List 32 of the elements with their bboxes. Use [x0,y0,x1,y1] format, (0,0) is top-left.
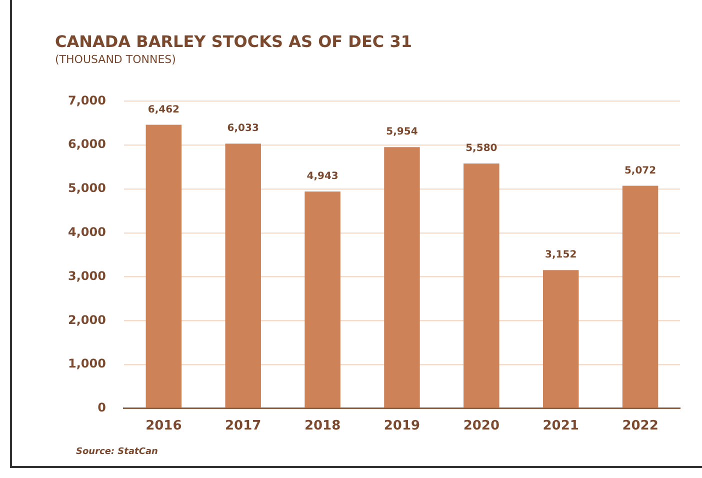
bar [622,186,658,408]
bar [225,144,261,408]
chart-title: CANADA BARLEY STOCKS AS OF DEC 31 [55,32,412,51]
y-tick-label: 3,000 [68,268,106,283]
y-tick-label: 2,000 [68,312,106,327]
bar [464,164,500,408]
data-label: 5,954 [386,126,418,138]
y-tick-label: 5,000 [68,181,106,196]
x-tick-label: 2021 [542,418,579,434]
y-tick-label: 0 [98,400,106,415]
bar [542,270,579,408]
bar [384,147,420,408]
y-tick-label: 6,000 [68,137,106,152]
chart-subtitle: (THOUSAND TONNES) [55,53,176,66]
x-tick-label: 2018 [304,418,341,434]
y-tick-label: 4,000 [68,224,106,239]
y-tick-label: 1,000 [68,356,106,371]
x-tick-label: 2017 [225,418,262,434]
data-label: 6,462 [148,104,180,116]
x-tick-label: 2022 [622,418,658,434]
bar [146,124,182,408]
x-tick-label: 2016 [146,418,182,434]
y-tick-label: 7,000 [68,93,106,108]
data-label: 6,033 [227,123,259,134]
data-label: 5,072 [624,165,656,176]
x-tick-label: 2019 [384,418,420,434]
bar [304,191,340,408]
data-label: 5,580 [466,143,498,154]
data-label: 4,943 [306,171,338,182]
data-label: 3,152 [545,250,577,261]
x-tick-label: 2020 [463,418,500,434]
source-note: Source: StatCan [76,447,158,457]
